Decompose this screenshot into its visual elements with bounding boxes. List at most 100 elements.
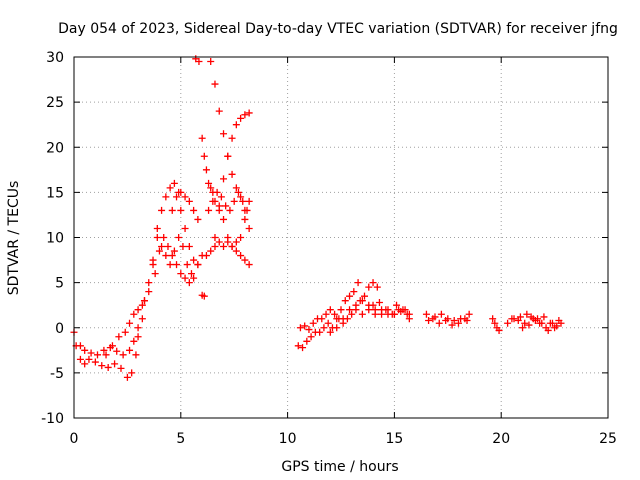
y-tick-label: -10: [41, 411, 64, 427]
data-point: [151, 270, 159, 278]
data-point: [130, 310, 138, 318]
data-point: [245, 197, 253, 205]
data-point: [228, 243, 236, 251]
data-point: [170, 247, 178, 255]
data-point: [198, 134, 206, 142]
data-point: [158, 243, 166, 251]
x-tick-label: 25: [599, 431, 617, 447]
data-point: [119, 351, 127, 359]
data-point: [164, 243, 172, 251]
data-point: [190, 256, 198, 264]
data-point: [232, 121, 240, 129]
y-tick-label: 25: [46, 95, 64, 111]
data-point: [352, 301, 360, 309]
data-point: [211, 80, 219, 88]
data-point: [437, 310, 445, 318]
data-point: [523, 310, 531, 318]
x-tick-label: 0: [70, 431, 79, 447]
data-point: [202, 166, 210, 174]
data-point: [531, 317, 539, 325]
data-point: [309, 319, 317, 327]
data-point: [339, 315, 347, 323]
data-point: [346, 292, 354, 300]
data-point: [220, 215, 228, 223]
data-point: [516, 313, 524, 321]
y-tick-label: 5: [55, 276, 64, 292]
data-point: [371, 310, 379, 318]
data-point: [341, 297, 349, 305]
data-point: [237, 252, 245, 260]
data-point: [111, 360, 119, 368]
data-point: [185, 197, 193, 205]
data-point: [303, 337, 311, 345]
data-point: [202, 252, 210, 260]
data-point: [237, 234, 245, 241]
data-point: [185, 279, 193, 287]
data-point: [145, 288, 153, 296]
data-point: [76, 355, 84, 363]
series-arc-9: [198, 291, 208, 300]
data-point: [205, 179, 213, 187]
data-point: [162, 252, 170, 260]
data-point: [450, 317, 458, 325]
data-point: [100, 346, 108, 354]
y-tick-label: -5: [50, 366, 64, 382]
data-point: [215, 202, 223, 210]
data-point: [211, 234, 219, 241]
y-tick-labels: -10 -5 0 5 10 15 20 25 30: [41, 50, 64, 427]
data-point: [194, 215, 202, 223]
x-tick-label: 5: [176, 431, 185, 447]
x-tick-label: 10: [279, 431, 297, 447]
data-point: [508, 315, 516, 323]
data-point: [168, 252, 176, 260]
data-point: [215, 238, 223, 246]
data-point: [369, 279, 377, 287]
data-point: [138, 315, 146, 323]
data-point: [425, 317, 433, 325]
data-point: [294, 342, 302, 350]
y-tick-label: 30: [46, 50, 64, 66]
series-arc-2: [76, 301, 146, 359]
data-point: [435, 319, 443, 327]
data-point: [337, 306, 345, 314]
data-point: [326, 328, 334, 336]
data-point: [399, 306, 407, 314]
data-point: [181, 193, 189, 201]
data-point: [241, 111, 249, 119]
data-point: [322, 310, 330, 318]
data-point: [134, 306, 142, 314]
series-arc-11: [202, 197, 253, 260]
data-point: [134, 324, 142, 332]
y-axis-label: SDTVAR / TECUs: [6, 181, 22, 296]
data-point: [307, 333, 315, 341]
data-point: [76, 342, 84, 350]
data-point: [465, 310, 473, 318]
data-point: [217, 193, 225, 201]
data-point: [209, 197, 217, 205]
data-point: [504, 319, 512, 327]
data-point: [126, 319, 134, 327]
data-point: [226, 206, 234, 214]
data-point: [177, 206, 185, 214]
series-arc-12: [205, 188, 251, 214]
data-point: [123, 373, 131, 381]
series-arc-6: [151, 234, 206, 287]
data-point: [228, 134, 236, 142]
data-point: [457, 315, 465, 323]
data-point: [190, 206, 198, 214]
data-point: [138, 301, 146, 309]
data-point: [98, 362, 106, 370]
series-arc-24: [508, 313, 565, 330]
series-arc-3: [102, 306, 142, 359]
data-point: [305, 326, 313, 334]
data-point: [168, 206, 176, 214]
data-point: [121, 328, 129, 336]
data-point: [220, 243, 228, 251]
data-point: [551, 324, 559, 332]
data-point: [81, 346, 89, 354]
data-point: [153, 224, 161, 232]
data-point: [354, 279, 362, 287]
data-point: [393, 301, 401, 309]
data-point: [91, 358, 99, 366]
